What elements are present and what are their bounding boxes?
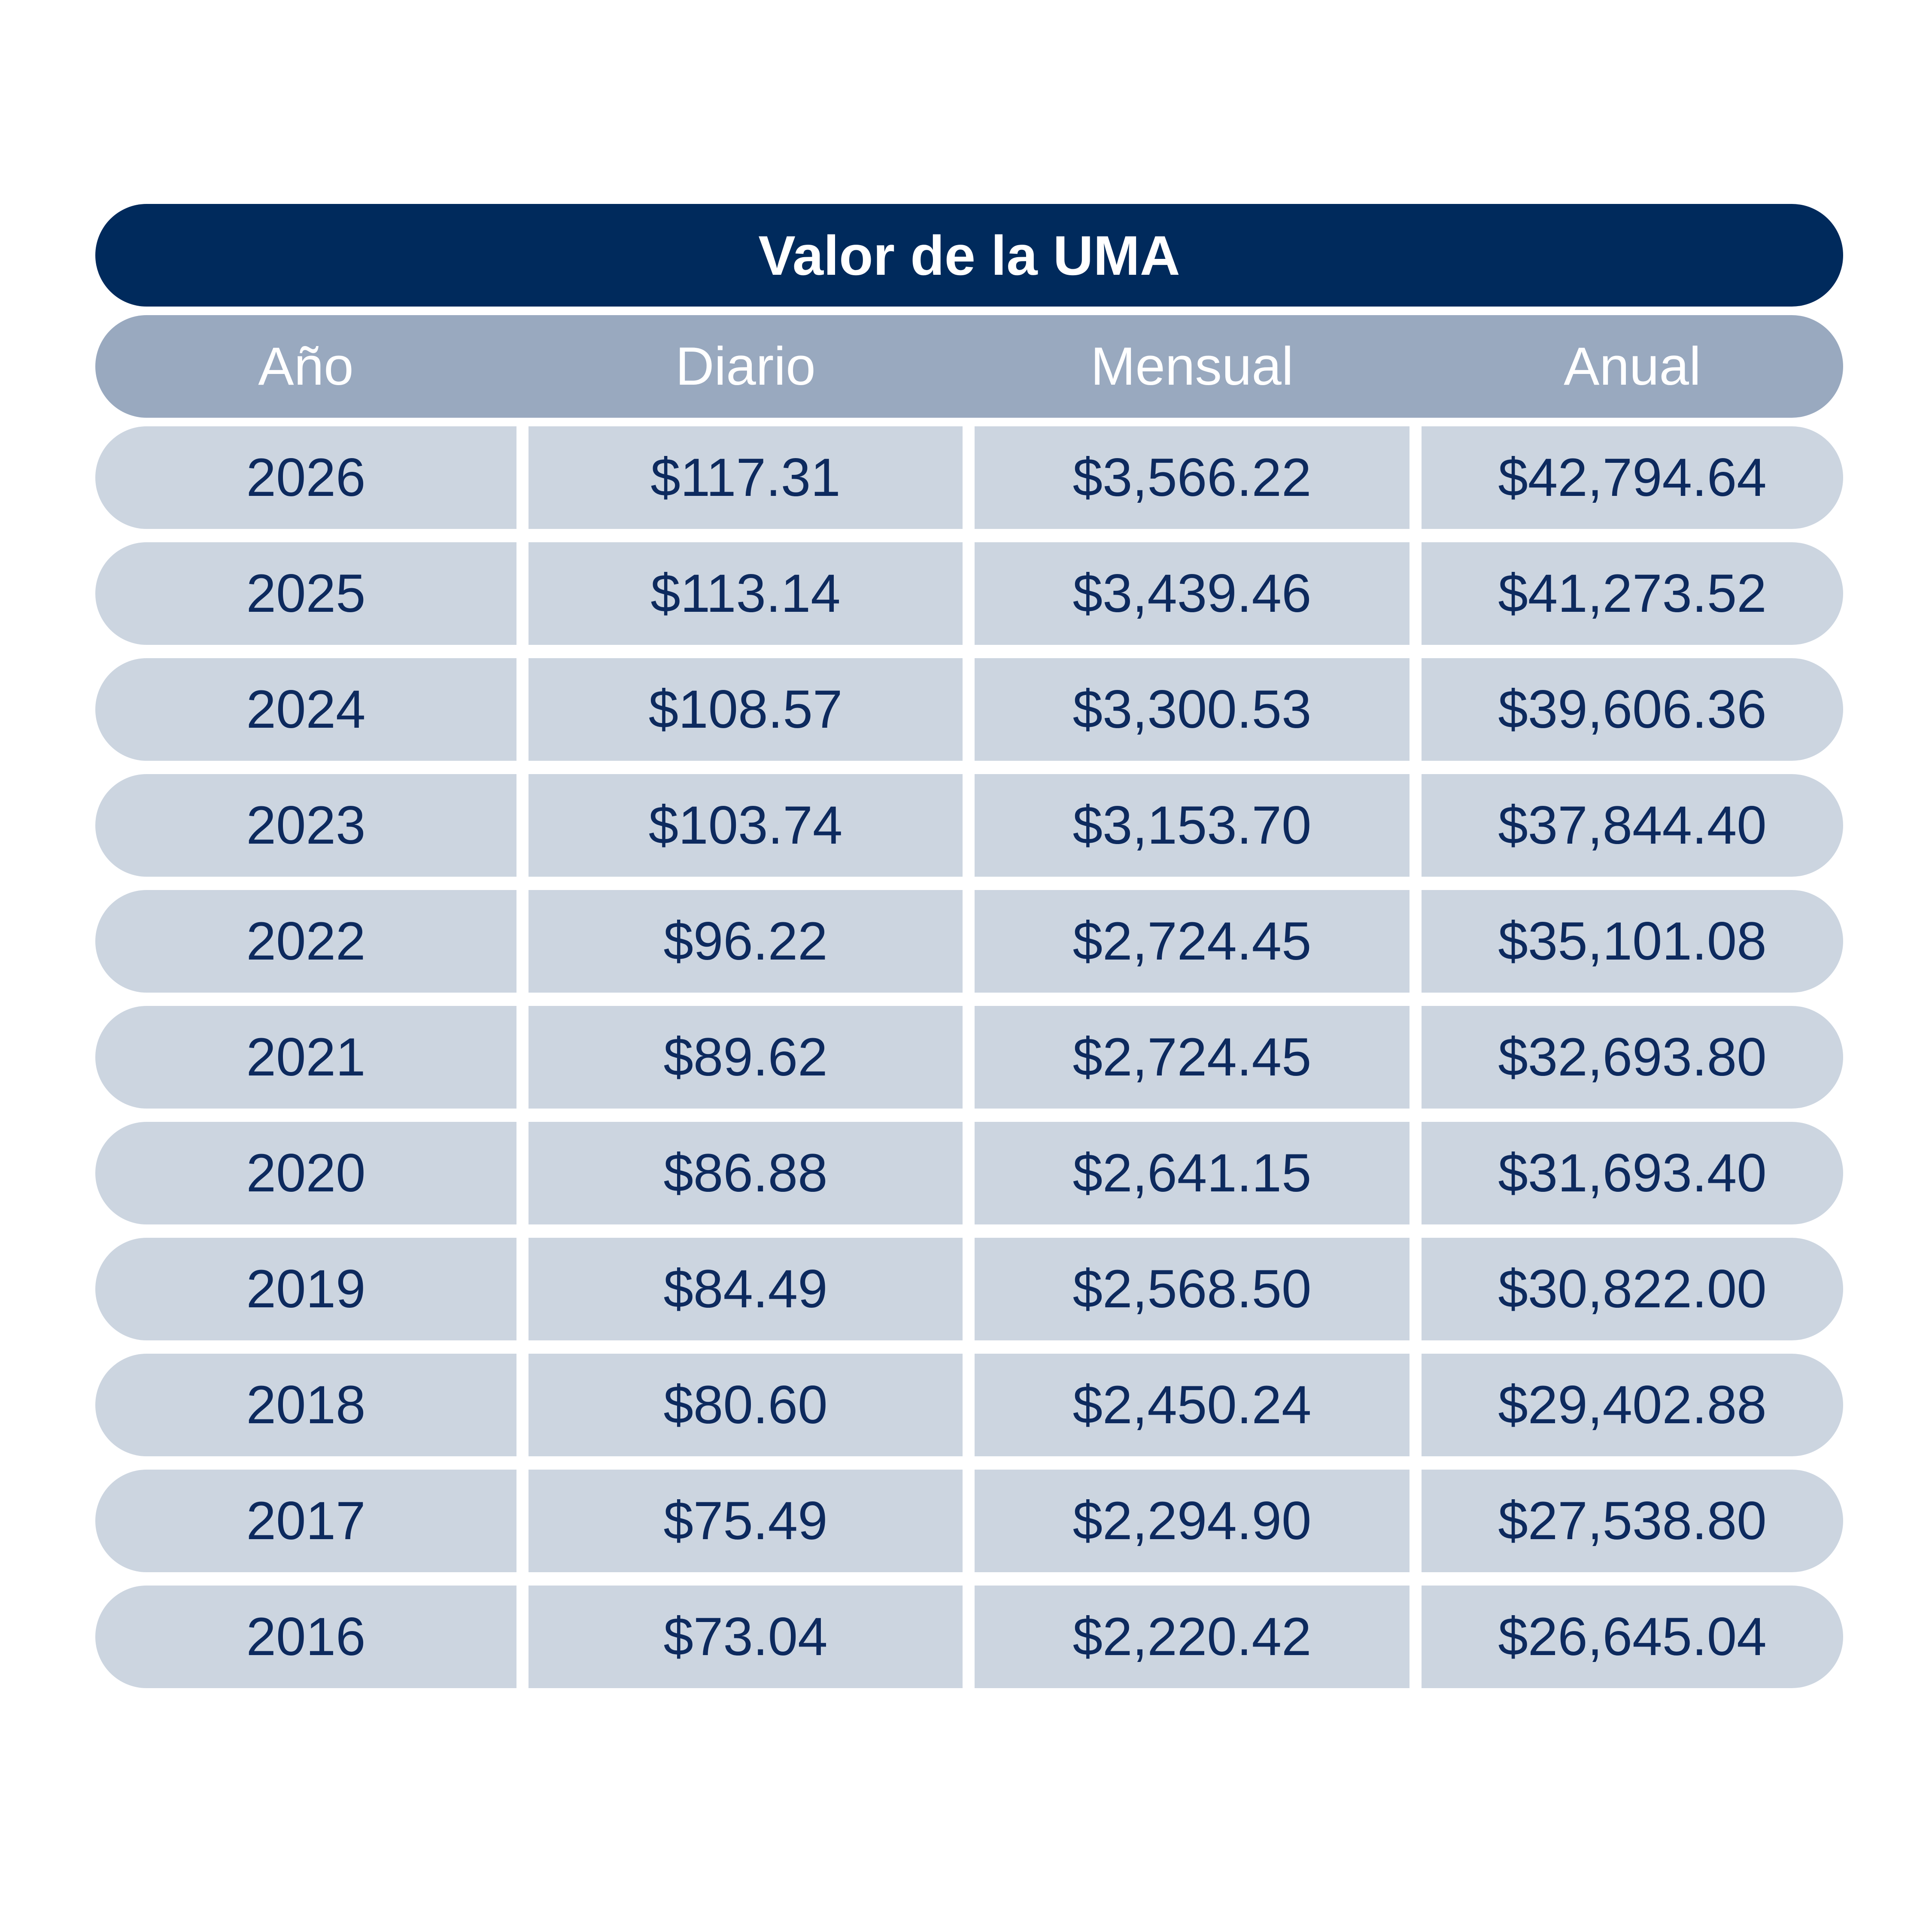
table-cell: $117.31: [529, 426, 963, 529]
table-cell: $108.57: [529, 658, 963, 761]
table-cell: $32,693.80: [1422, 1006, 1843, 1109]
table-row: 2016 $73.04 $2,220.42 $26,645.04: [95, 1586, 1843, 1688]
table-row: 2023 $103.74 $3,153.70 $37,844.40: [95, 774, 1843, 877]
table-cell: $3,439.46: [975, 542, 1410, 645]
table-cell: $103.74: [529, 774, 963, 877]
table-row: 2024 $108.57 $3,300.53 $39,606.36: [95, 658, 1843, 761]
table-cell: $30,822.00: [1422, 1238, 1843, 1340]
table-cell: $2,450.24: [975, 1354, 1410, 1456]
table-cell: 2023: [95, 774, 516, 877]
table-cell: $37,844.40: [1422, 774, 1843, 877]
table-cell: $113.14: [529, 542, 963, 645]
header-cell: Anual: [1564, 337, 1701, 396]
table-body: 2026 $117.31 $3,566.22 $42,794.64 2025 $113.1…: [95, 426, 1843, 1688]
table-cell: $27,538.80: [1422, 1470, 1843, 1572]
table-cell: 2018: [95, 1354, 516, 1456]
table-cell: 2024: [95, 658, 516, 761]
table-cell: $73.04: [529, 1586, 963, 1688]
table-row: 2019 $84.49 $2,568.50 $30,822.00: [95, 1238, 1843, 1340]
table-cell: 2026: [95, 426, 516, 529]
header-cell: Año: [258, 337, 354, 396]
table-cell: $96.22: [529, 890, 963, 993]
table-cell: $41,273.52: [1422, 542, 1843, 645]
table-cell: $2,724.45: [975, 890, 1410, 993]
table-cell: 2016: [95, 1586, 516, 1688]
header-row: Año Diario Mensual Anual: [95, 315, 1843, 418]
table-cell: $35,101.08: [1422, 890, 1843, 993]
table-cell: 2020: [95, 1122, 516, 1224]
header-cell: Diario: [675, 337, 816, 396]
uma-table: Valor de la UMA Año Diario Mensual Anual 20…: [95, 204, 1843, 1701]
table-row: 2017 $75.49 $2,294.90 $27,538.80: [95, 1470, 1843, 1572]
table-cell: $2,220.42: [975, 1586, 1410, 1688]
table-cell: $39,606.36: [1422, 658, 1843, 761]
table-row: 2020 $86.88 $2,641.15 $31,693.40: [95, 1122, 1843, 1224]
table-cell: $2,294.90: [975, 1470, 1410, 1572]
table-cell: $2,568.50: [975, 1238, 1410, 1340]
table-cell: $2,724.45: [975, 1006, 1410, 1109]
header-cell: Mensual: [1091, 337, 1294, 396]
table-row: 2021 $89.62 $2,724.45 $32,693.80: [95, 1006, 1843, 1109]
table-cell: $84.49: [529, 1238, 963, 1340]
table-cell: 2025: [95, 542, 516, 645]
table-cell: $80.60: [529, 1354, 963, 1456]
table-cell: $3,153.70: [975, 774, 1410, 877]
table-cell: 2017: [95, 1470, 516, 1572]
table-cell: $89.62: [529, 1006, 963, 1109]
table-cell: $3,566.22: [975, 426, 1410, 529]
table-row: 2026 $117.31 $3,566.22 $42,794.64: [95, 426, 1843, 529]
table-cell: $2,641.15: [975, 1122, 1410, 1224]
table-cell: 2022: [95, 890, 516, 993]
table-cell: $29,402.88: [1422, 1354, 1843, 1456]
table-cell: $26,645.04: [1422, 1586, 1843, 1688]
table-cell: $42,794.64: [1422, 426, 1843, 529]
table-title: Valor de la UMA: [95, 204, 1843, 307]
table-row: 2018 $80.60 $2,450.24 $29,402.88: [95, 1354, 1843, 1456]
table-cell: $75.49: [529, 1470, 963, 1572]
table-cell: $31,693.40: [1422, 1122, 1843, 1224]
table-cell: 2019: [95, 1238, 516, 1340]
table-row: 2022 $96.22 $2,724.45 $35,101.08: [95, 890, 1843, 993]
table-row: 2025 $113.14 $3,439.46 $41,273.52: [95, 542, 1843, 645]
table-cell: $3,300.53: [975, 658, 1410, 761]
table-cell: 2021: [95, 1006, 516, 1109]
table-cell: $86.88: [529, 1122, 963, 1224]
